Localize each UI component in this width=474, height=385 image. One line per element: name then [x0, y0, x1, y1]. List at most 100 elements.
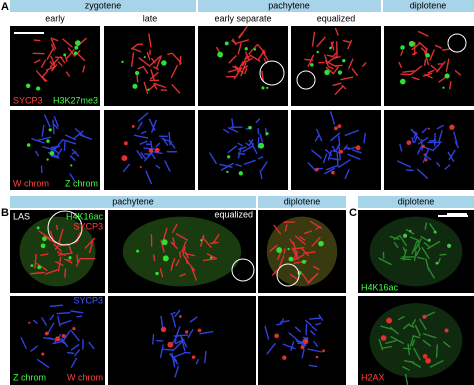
chromosome — [332, 55, 341, 60]
chromosome — [421, 247, 430, 260]
signal-spot — [63, 53, 67, 57]
signal-spot — [339, 149, 344, 154]
chromosome — [443, 341, 451, 348]
chromosome — [136, 73, 139, 83]
chromosome — [307, 348, 323, 353]
chromosome — [73, 130, 84, 139]
signal-spot — [318, 240, 324, 247]
chromosome — [437, 257, 441, 265]
signal-spot — [253, 48, 257, 51]
chromosome — [311, 236, 321, 247]
chromosome — [65, 134, 76, 141]
chromosome — [304, 319, 312, 326]
chromosome — [152, 254, 156, 262]
chromosome — [279, 320, 290, 323]
signal-spot — [121, 155, 128, 162]
chromosome — [130, 52, 135, 67]
chromosome — [182, 246, 186, 255]
chromosome — [184, 256, 188, 265]
stain-label: W chrom — [67, 372, 103, 382]
chromosome — [418, 30, 429, 37]
chromosome — [75, 257, 81, 267]
chromosome — [151, 57, 156, 64]
chromosome — [159, 344, 164, 359]
chromosome — [70, 357, 78, 368]
stain-label: SYCP3 — [73, 221, 103, 231]
signal-spot — [402, 233, 408, 238]
chromosome — [171, 314, 177, 328]
chromosome — [422, 72, 433, 77]
chromosome — [168, 131, 171, 146]
chromosome — [441, 48, 451, 51]
chromosome — [43, 337, 55, 341]
stain-label: H4K16ac — [66, 211, 104, 221]
chromosome — [244, 67, 248, 75]
chromosome — [137, 112, 149, 122]
cell-glow — [369, 303, 463, 378]
signal-spot — [342, 58, 346, 63]
chromosome — [236, 61, 244, 73]
chromosome — [385, 339, 397, 344]
stain-label: SYCP3 — [73, 295, 103, 305]
chromosome — [70, 329, 80, 342]
chromosome — [411, 339, 416, 347]
chromosome — [237, 142, 243, 147]
chromosome — [289, 273, 299, 280]
chromosome — [425, 258, 430, 271]
chromosome — [259, 133, 263, 143]
chromosome — [131, 47, 142, 53]
chromosome — [404, 373, 409, 385]
signal-spot — [197, 328, 202, 333]
highlight-circle — [296, 70, 316, 90]
signal-spot — [409, 229, 412, 232]
chromosome — [240, 62, 247, 77]
chromosome — [312, 265, 320, 271]
chromosome — [423, 59, 427, 66]
chromosome — [330, 41, 335, 51]
chromosome — [155, 142, 161, 148]
chromosome — [41, 317, 47, 326]
chromosome — [338, 135, 341, 146]
chromosome — [411, 42, 421, 51]
chromosome — [347, 39, 353, 50]
chromosome — [79, 134, 92, 140]
chromosome — [413, 347, 421, 361]
chromosome — [36, 358, 50, 368]
chromosome — [243, 159, 256, 165]
chromosome — [405, 169, 414, 172]
chromosome — [167, 52, 173, 56]
chromosome — [238, 31, 244, 38]
signal-spot — [132, 83, 138, 89]
chromosome — [137, 121, 143, 130]
signal-spot — [314, 167, 319, 172]
chromosome — [436, 162, 441, 167]
chromosome — [380, 325, 394, 331]
signal-spot — [224, 41, 229, 46]
chromosome — [294, 326, 302, 333]
chromosome — [302, 336, 309, 340]
signal-spot — [442, 86, 445, 89]
chromosome — [34, 253, 37, 269]
stage-label: zygotene — [85, 0, 122, 10]
chromosome — [187, 328, 194, 339]
chromosome — [175, 233, 188, 241]
chromosome — [88, 341, 95, 350]
chromosome — [171, 52, 182, 64]
signal-spot — [70, 164, 73, 167]
signal-spot — [160, 326, 167, 333]
signal-spot — [287, 247, 290, 251]
chromosome — [170, 64, 179, 78]
chromosome — [430, 64, 439, 72]
chromosome — [69, 155, 76, 161]
chromosome — [303, 251, 316, 255]
chromosome — [179, 334, 188, 348]
signal-spot — [74, 45, 79, 50]
chromosome — [248, 139, 255, 145]
chromosome — [245, 55, 251, 60]
chromosome — [329, 157, 340, 161]
chromosome — [427, 69, 435, 74]
chromosome — [417, 240, 420, 249]
chromosome — [347, 153, 361, 160]
chromosome — [284, 224, 288, 232]
signal-spot — [36, 86, 41, 91]
